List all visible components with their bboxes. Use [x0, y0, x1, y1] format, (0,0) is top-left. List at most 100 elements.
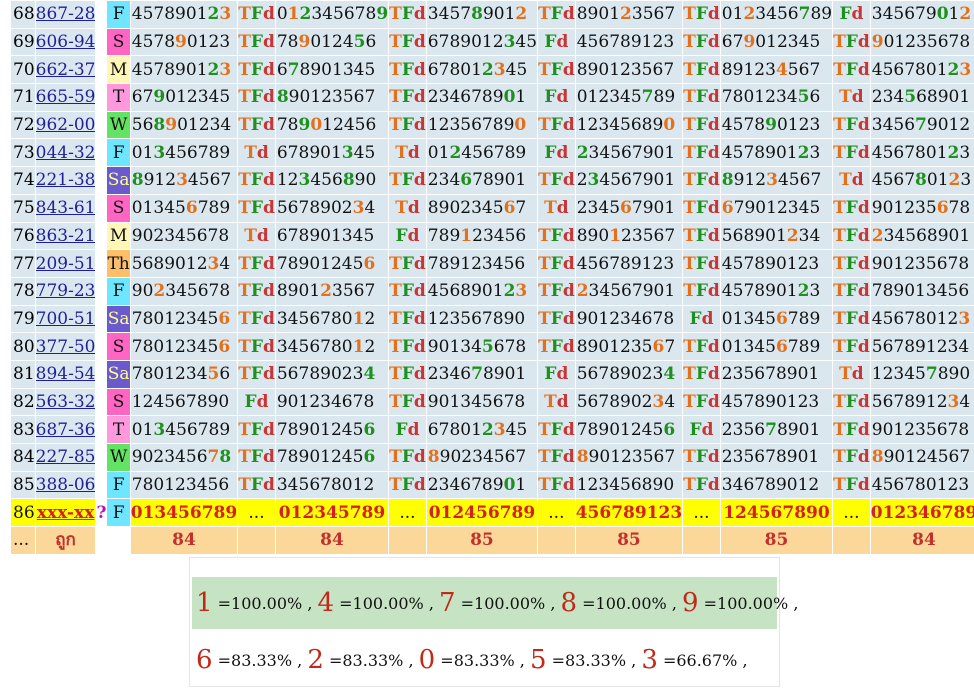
result-tag: TFd: [388, 387, 427, 417]
result-tag: Fd: [682, 415, 721, 444]
pending-tag: ...: [237, 498, 276, 528]
result-tag: TFd: [537, 443, 576, 472]
result-tag: TFd: [682, 55, 721, 85]
digit-set: 890234567: [425, 193, 539, 223]
digit-set: 235678901: [719, 359, 834, 389]
digit-set: 679012345: [719, 27, 834, 57]
digit-set: 568901234: [129, 249, 239, 278]
digit-set: 234678901: [425, 166, 539, 195]
lottery-link[interactable]: 894-54: [34, 359, 97, 389]
result-tag: TFd: [832, 387, 871, 417]
day-badge: M: [106, 55, 131, 85]
stat-digit: 5: [529, 645, 547, 675]
result-tag: TFd: [388, 332, 427, 361]
pending-tag: ...: [388, 498, 427, 528]
lottery-link[interactable]: 606-94: [34, 27, 97, 57]
spacer-cell: [95, 387, 108, 417]
total-count: 85: [425, 526, 539, 555]
result-tag: Td: [832, 83, 871, 112]
digit-set: 457890123: [719, 138, 834, 168]
result-tag: Td: [832, 166, 871, 195]
result-tag: TFd: [832, 332, 871, 361]
lottery-link[interactable]: 563-32: [34, 387, 97, 417]
digit-set: 123456890: [574, 110, 684, 140]
table-row: 75 843-61 S 013456789 TFd 567890234 Td 89023456…: [10, 193, 974, 223]
digit-set: 678901345: [274, 138, 390, 168]
lottery-link[interactable]: 209-51: [34, 249, 97, 278]
lottery-link[interactable]: 867-28: [34, 0, 97, 29]
digit-set: 235678901: [719, 443, 834, 472]
lottery-link[interactable]: 044-32: [34, 138, 97, 168]
result-tag: TFd: [237, 110, 276, 140]
digit-set: 679012345: [129, 83, 239, 112]
lottery-link[interactable]: xxx-xx: [34, 498, 97, 528]
digit-set: 901234678: [274, 387, 390, 417]
predicted-digit-set: 012456789: [425, 498, 539, 528]
digit-set: 789012456: [274, 27, 390, 57]
result-tag: TFd: [388, 110, 427, 140]
row-number: 82: [10, 387, 36, 417]
digit-set: 234678901: [425, 470, 539, 500]
result-tag: Fd: [537, 27, 576, 57]
lottery-link[interactable]: 665-59: [34, 83, 97, 112]
digit-set: 890124567: [869, 443, 974, 472]
day-badge: Sa: [106, 304, 131, 334]
lottery-link[interactable]: 377-50: [34, 332, 97, 361]
lottery-link[interactable]: 388-06: [34, 470, 97, 500]
lottery-link[interactable]: 863-21: [34, 221, 97, 251]
digit-set: 679012345: [719, 193, 834, 223]
lottery-link[interactable]: 700-51: [34, 304, 97, 334]
day-badge: S: [106, 193, 131, 223]
digit-set: 901345678: [425, 387, 539, 417]
day-badge: Th: [106, 249, 131, 278]
day-badge: Sa: [106, 359, 131, 389]
table-row: 80 377-50 S 780123456 TFd 345678012 TFd 9013456…: [10, 332, 974, 361]
row-number: 84: [10, 443, 36, 472]
digit-set: 789012456: [274, 249, 390, 278]
result-tag: TFd: [237, 332, 276, 361]
day-badge: T: [106, 415, 131, 444]
spacer-cell: [95, 193, 108, 223]
digit-set: 456789123: [574, 27, 684, 57]
row-number: 68: [10, 0, 36, 29]
spacer-cell: [682, 526, 721, 555]
lottery-link[interactable]: 687-36: [34, 415, 97, 444]
table-row: 76 863-21 M 902345678 Td 678901345 Fd 789123456…: [10, 221, 974, 251]
result-tag: TFd: [832, 443, 871, 472]
digit-set: 124567890: [129, 387, 239, 417]
stat-digit: 1: [196, 588, 213, 618]
result-tag: TFd: [832, 55, 871, 85]
lottery-link[interactable]: 227-85: [34, 443, 97, 472]
lottery-link[interactable]: 779-23: [34, 276, 97, 306]
lottery-link[interactable]: 843-61: [34, 193, 97, 223]
result-tag: TFd: [537, 0, 576, 29]
lottery-link[interactable]: 662-37: [34, 55, 97, 85]
digit-set: 678901345: [274, 221, 390, 251]
stats-row-bottom: 6 =83.33% , 2 =83.33% , 0 =83.33% , 5 =8…: [196, 645, 748, 675]
row-number: 78: [10, 276, 36, 306]
pending-tag: ...: [537, 498, 576, 528]
stat-percent: =100.00%: [703, 594, 789, 613]
day-badge: T: [106, 83, 131, 112]
digit-set: 456780123: [869, 304, 974, 334]
digit-set: 345678012: [274, 304, 390, 334]
digit-set: 902345678: [129, 221, 239, 251]
day-badge: S: [106, 387, 131, 417]
digit-set: 678901345: [274, 55, 390, 85]
pending-tag: ...: [682, 498, 721, 528]
row-number: 85: [10, 470, 36, 500]
spacer-cell: [95, 359, 108, 389]
result-tag: TFd: [237, 55, 276, 85]
result-tag: TFd: [682, 27, 721, 57]
lottery-link[interactable]: 221-38: [34, 166, 97, 195]
result-tag: TFd: [682, 387, 721, 417]
result-tag: TFd: [237, 193, 276, 223]
row-number: 74: [10, 166, 36, 195]
digit-set: 901235678: [869, 415, 974, 444]
result-tag: TFd: [832, 470, 871, 500]
day-badge: F: [106, 0, 131, 29]
digit-set: 567891234: [869, 332, 974, 361]
result-tag: TFd: [682, 0, 721, 29]
lottery-link[interactable]: 962-00: [34, 110, 97, 140]
digit-set: 345789012: [425, 0, 539, 29]
